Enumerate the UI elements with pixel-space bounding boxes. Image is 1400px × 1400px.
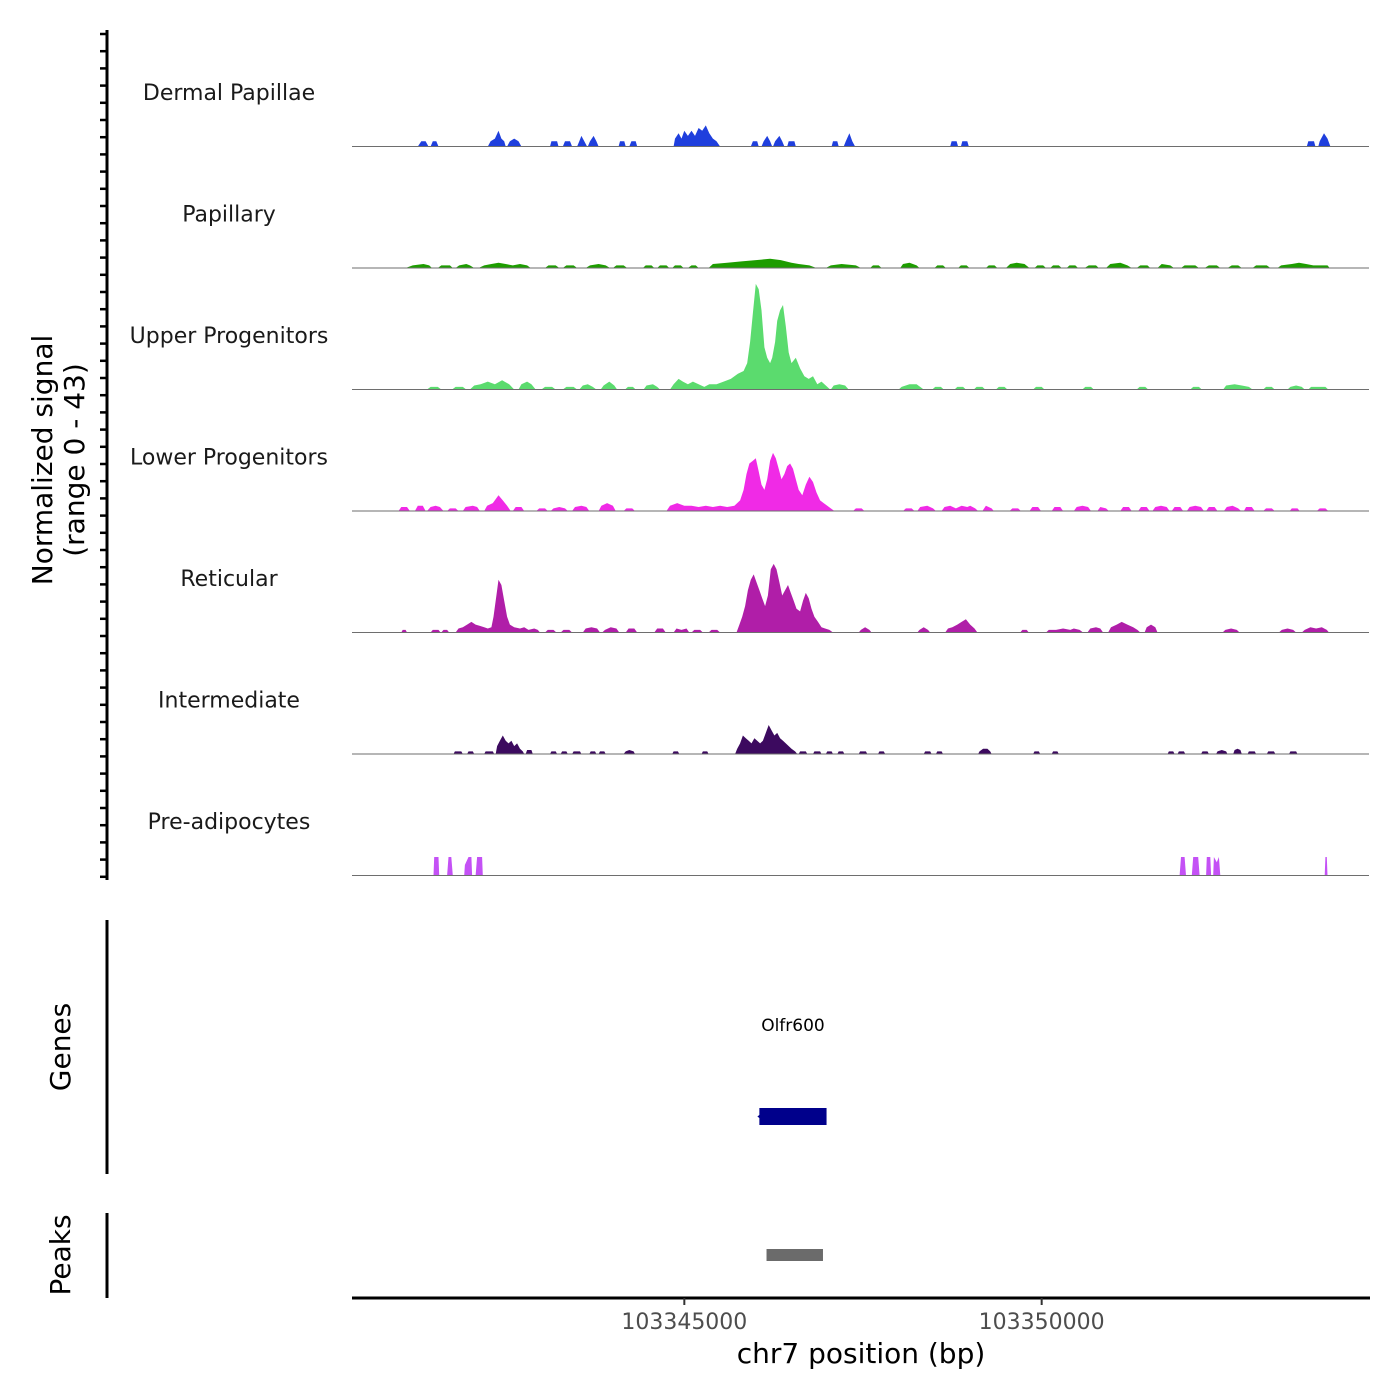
track-label: Pre-adipocytes — [148, 810, 311, 835]
track-signal-area — [453, 725, 1298, 754]
x-axis-ticks: 103345000 103350000 — [621, 1298, 1105, 1335]
track-label: Upper Progenitors — [130, 324, 329, 349]
x-axis-tick-label: 103345000 — [621, 1310, 747, 1335]
coverage-y-axis-ticks — [100, 32, 107, 879]
track-signal-area — [405, 258, 1330, 268]
gene-annotation-track: Olfr600 — [757, 1016, 827, 1125]
track-label: Reticular — [180, 567, 278, 592]
track-signal-area — [401, 563, 1329, 633]
peaks-panel-label: Peaks — [44, 1214, 77, 1295]
x-axis-tick-label: 103350000 — [979, 1310, 1105, 1335]
coverage-tracks: Dermal Papillae Papillary Upper Progenitor… — [130, 81, 1369, 876]
y-axis-subtitle: (range 0 - 43) — [58, 363, 91, 557]
track-signal-area — [427, 283, 1329, 390]
gene-label: Olfr600 — [761, 1016, 825, 1036]
track-label: Papillary — [182, 203, 276, 228]
track-label: Intermediate — [158, 689, 300, 714]
gene-strand-arrow — [757, 1112, 764, 1121]
track-signal-area — [417, 125, 1331, 147]
track-label: Lower Progenitors — [130, 446, 328, 471]
gene-body — [759, 1108, 827, 1125]
track-signal-area — [398, 452, 1329, 511]
peak-track — [766, 1249, 823, 1261]
y-axis-title: Normalized signal — [26, 335, 59, 586]
track-label: Dermal Papillae — [143, 81, 315, 106]
genes-panel-label: Genes — [44, 1003, 77, 1091]
x-axis-title: chr7 position (bp) — [737, 1337, 986, 1370]
peak-region — [766, 1249, 823, 1261]
track-signal-area — [433, 857, 1328, 876]
